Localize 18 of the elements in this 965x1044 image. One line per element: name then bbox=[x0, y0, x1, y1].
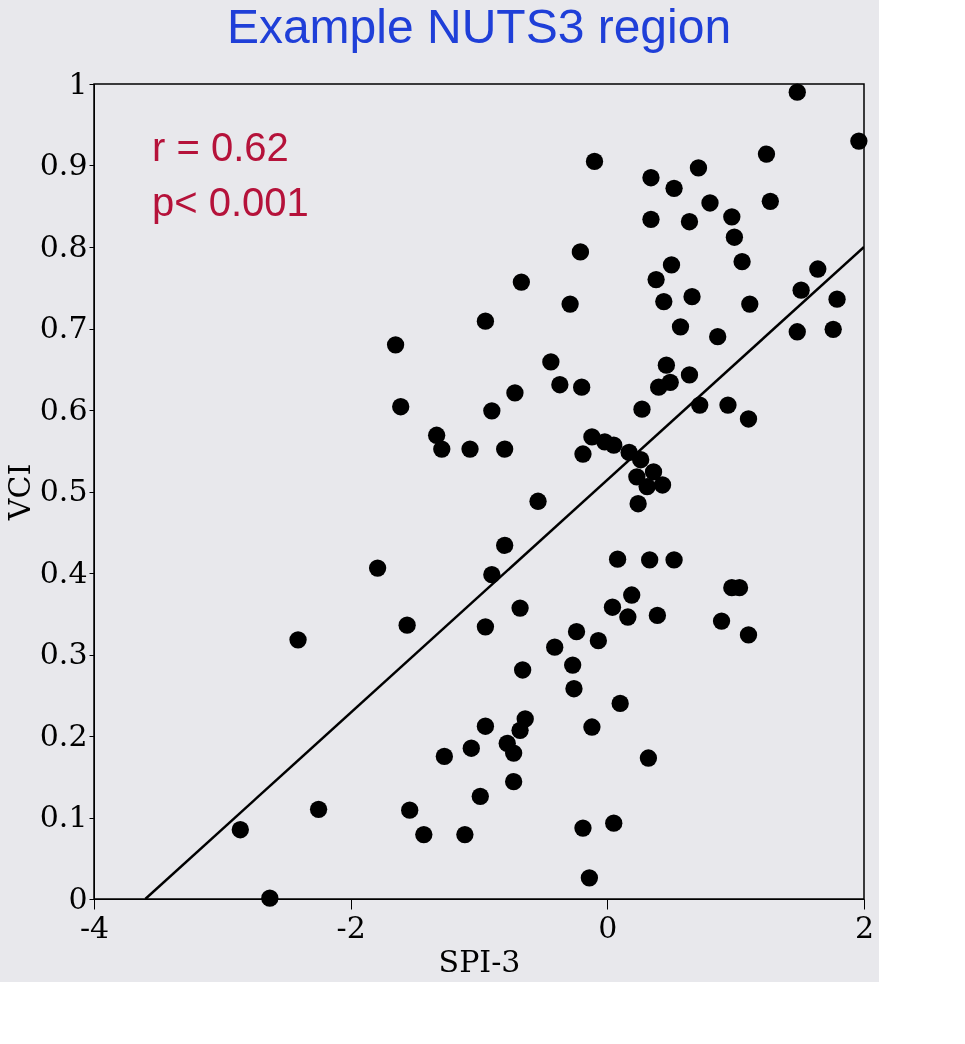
y-tick-label: 0.5 bbox=[39, 473, 88, 508]
y-axis-title: VCI bbox=[1, 463, 37, 522]
y-tick-label: 0.2 bbox=[39, 717, 88, 753]
chart-title: Example NUTS3 region bbox=[226, 0, 732, 53]
annotation: r = 0.62 bbox=[152, 125, 289, 169]
y-tick-label: 0.7 bbox=[39, 310, 88, 345]
x-tick-label: -2 bbox=[336, 909, 366, 945]
y-tick-label: 0.9 bbox=[39, 147, 88, 182]
x-tick-label: 2 bbox=[854, 909, 875, 945]
y-tick-label: 0.3 bbox=[39, 636, 88, 671]
y-tick-label: 0.6 bbox=[39, 391, 88, 427]
y-tick-label: 0.8 bbox=[39, 228, 88, 264]
annotation: p< 0.001 bbox=[152, 180, 309, 224]
y-tick-label: 1 bbox=[68, 65, 88, 101]
x-tick-label: 0 bbox=[598, 909, 618, 945]
x-axis-title: SPI-3 bbox=[438, 943, 521, 979]
y-tick-label: 0.1 bbox=[39, 799, 88, 834]
y-tick-label: 0.4 bbox=[39, 554, 88, 590]
